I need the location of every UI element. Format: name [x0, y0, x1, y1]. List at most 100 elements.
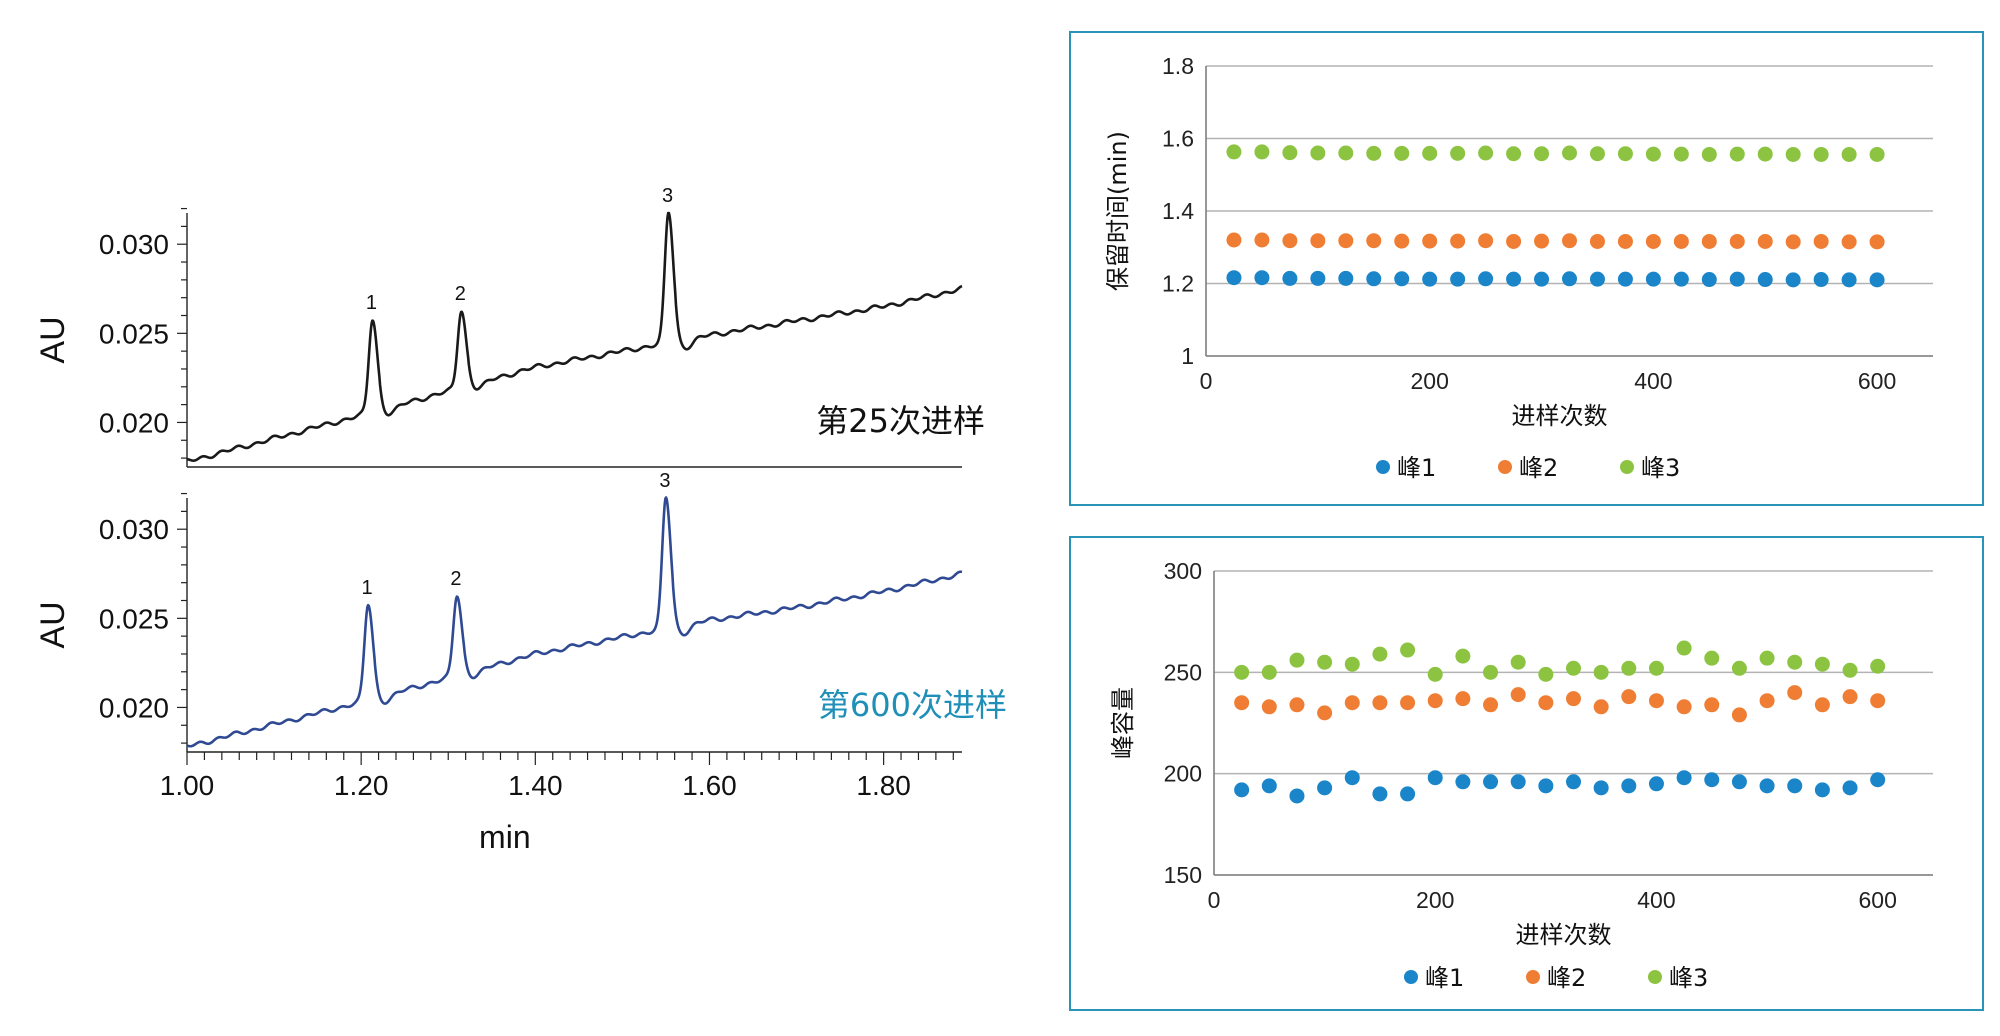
- data-point-峰1: [1785, 272, 1801, 288]
- data-point-峰2: [1282, 233, 1298, 249]
- data-point-峰3: [1400, 642, 1416, 658]
- data-point-峰2: [1338, 233, 1354, 249]
- data-point-峰3: [1338, 145, 1354, 161]
- data-point-峰2: [1427, 693, 1443, 709]
- data-point-峰1: [1673, 271, 1689, 287]
- data-point-峰1: [1366, 271, 1382, 287]
- data-point-峰1: [1254, 270, 1270, 286]
- data-point-峰1: [1729, 271, 1745, 287]
- data-point-峰3: [1787, 654, 1803, 670]
- data-point-峰3: [1427, 666, 1443, 682]
- data-point-峰3: [1870, 658, 1886, 674]
- data-point-峰1: [1676, 770, 1692, 786]
- trace-injection-600: [186, 496, 963, 748]
- data-point-峰2: [1483, 697, 1499, 713]
- legend-marker: [1498, 460, 1512, 474]
- data-point-峰3: [1483, 664, 1499, 680]
- data-point-峰2: [1813, 233, 1829, 249]
- data-point-峰3: [1701, 146, 1717, 162]
- chromatogram-chart: 0.020 0.025 0.030 AU 1 2 3 第25次进样 0.020 0.025 0.03…: [34, 185, 1007, 855]
- legend-label: 峰3: [1669, 964, 1708, 992]
- data-point-峰3: [1226, 144, 1242, 160]
- data-point-峰3: [1510, 654, 1526, 670]
- data-point-峰1: [1813, 272, 1829, 288]
- data-point-峰3: [1344, 656, 1360, 672]
- data-point-峰1: [1510, 774, 1526, 790]
- data-point-峰3: [1289, 652, 1305, 668]
- data-point-峰1: [1534, 271, 1550, 287]
- data-point-峰3: [1422, 145, 1438, 161]
- data-point-峰1: [1869, 272, 1885, 288]
- data-point-峰1: [1787, 778, 1803, 794]
- data-point-峰3: [1841, 146, 1857, 162]
- data-point-峰3: [1673, 146, 1689, 162]
- data-point-峰2: [1310, 233, 1326, 249]
- data-point-峰2: [1261, 699, 1277, 715]
- data-point-峰1: [1731, 774, 1747, 790]
- data-point-峰1: [1757, 272, 1773, 288]
- data-point-峰1: [1317, 780, 1333, 796]
- data-point-峰2: [1673, 233, 1689, 249]
- data-point-峰2: [1566, 691, 1581, 707]
- data-point-峰2: [1534, 233, 1550, 249]
- data-point-峰3: [1282, 145, 1298, 161]
- data-point-峰3: [1366, 145, 1382, 161]
- data-point-峰3: [1566, 660, 1581, 676]
- retention-time-panel: 1 1.2 1.4 1.6 1.8 0 200 400 600 进样次数 保留时间(min) 峰1 峰2…: [1069, 31, 1984, 506]
- data-point-峰1: [1478, 271, 1494, 287]
- data-point-峰1: [1338, 270, 1354, 286]
- data-point-峰1: [1455, 774, 1471, 790]
- x-tick-label: 600: [1858, 368, 1896, 394]
- data-point-峰2: [1648, 693, 1664, 709]
- data-point-峰3: [1478, 145, 1494, 161]
- data-point-峰2: [1422, 233, 1438, 249]
- legend-marker: [1404, 970, 1418, 984]
- data-point-峰3: [1813, 146, 1829, 162]
- y-axis-label: 峰容量: [1109, 687, 1137, 759]
- data-point-峰2: [1676, 699, 1692, 715]
- data-point-峰2: [1478, 233, 1494, 249]
- data-point-峰1: [1814, 782, 1830, 798]
- data-point-峰2: [1869, 234, 1885, 250]
- y-tick-label: 0.025: [99, 318, 169, 349]
- x-tick-label: 0: [1200, 368, 1213, 394]
- x-tick-label: 1.00: [160, 770, 215, 801]
- data-point-峰2: [1785, 234, 1801, 250]
- data-point-峰3: [1310, 145, 1326, 161]
- data-point-峰1: [1310, 270, 1326, 286]
- y-tick-label: 300: [1164, 558, 1202, 584]
- y-tick-label: 0.030: [99, 514, 169, 545]
- data-point-峰3: [1534, 146, 1550, 162]
- data-point-峰2: [1400, 695, 1416, 711]
- data-point-峰1: [1234, 782, 1250, 798]
- legend-label: 峰2: [1547, 964, 1586, 992]
- y-tick-label: 0.020: [99, 407, 169, 438]
- peak-label: 1: [362, 577, 373, 599]
- data-point-峰1: [1589, 271, 1605, 287]
- data-point-峰2: [1254, 232, 1270, 248]
- legend-marker: [1376, 460, 1390, 474]
- data-point-峰3: [1648, 660, 1664, 676]
- data-point-峰1: [1704, 772, 1720, 788]
- trace-injection-25: [186, 211, 963, 462]
- data-point-峰3: [1759, 650, 1775, 666]
- data-point-峰3: [1317, 654, 1333, 670]
- injection-label: 第25次进样: [816, 402, 985, 440]
- legend-label: 峰3: [1641, 454, 1680, 482]
- data-point-峰1: [1566, 774, 1581, 790]
- legend-label: 峰2: [1519, 454, 1558, 482]
- x-axis-label: 进样次数: [1516, 921, 1612, 949]
- y-tick-label: 1: [1181, 343, 1194, 369]
- x-axis-label: min: [479, 819, 531, 855]
- data-point-峰1: [1842, 780, 1858, 796]
- data-point-峰3: [1562, 145, 1577, 161]
- data-point-峰2: [1538, 695, 1554, 711]
- y-axis-label: AU: [34, 316, 72, 363]
- data-point-峰3: [1621, 660, 1637, 676]
- data-point-峰3: [1729, 146, 1745, 162]
- data-point-峰1: [1648, 776, 1664, 792]
- legend-marker: [1526, 970, 1540, 984]
- data-point-峰3: [1394, 145, 1410, 161]
- data-point-峰3: [1372, 646, 1388, 662]
- data-point-峰3: [1645, 146, 1661, 162]
